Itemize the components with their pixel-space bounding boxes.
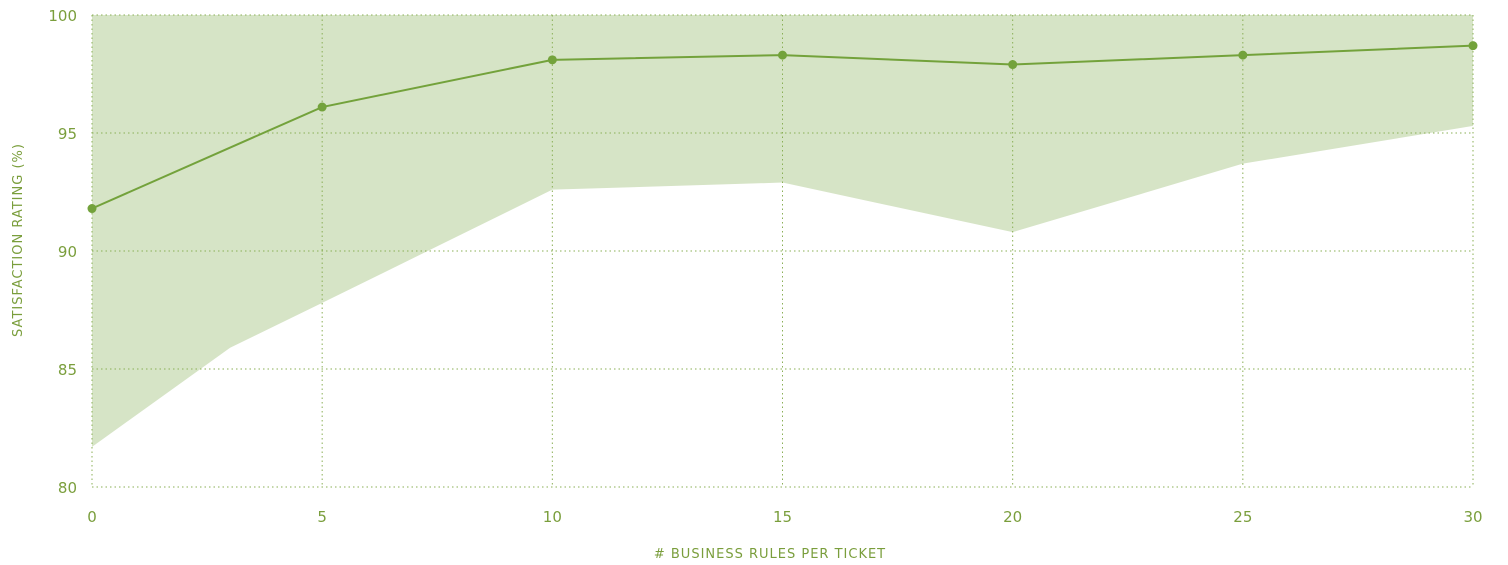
data-point <box>1238 50 1248 60</box>
confidence-band-layer <box>92 15 1473 447</box>
y-tick-label: 85 <box>58 361 77 379</box>
data-point <box>547 55 557 65</box>
data-point <box>317 102 327 112</box>
data-point <box>1468 41 1478 51</box>
x-tick-label: 30 <box>1463 508 1482 526</box>
data-point <box>1008 60 1018 70</box>
x-tick-label: 0 <box>87 508 97 526</box>
x-tick-label: 5 <box>317 508 327 526</box>
x-tick-label: 25 <box>1233 508 1252 526</box>
confidence-band <box>92 15 1473 447</box>
y-tick-label: 100 <box>48 7 77 25</box>
y-tick-label: 80 <box>58 479 77 497</box>
data-point <box>87 204 97 214</box>
x-tick-label: 20 <box>1003 508 1022 526</box>
x-tick-labels: 0 5 10 15 20 25 30 <box>87 508 1482 526</box>
y-tick-labels: 80 85 90 95 100 <box>48 7 77 497</box>
y-axis-title: SATISFACTION RATING (%) <box>11 143 26 337</box>
x-axis-title: # BUSINESS RULES PER TICKET <box>654 547 886 562</box>
x-tick-label: 15 <box>773 508 792 526</box>
x-tick-label: 10 <box>543 508 562 526</box>
data-point <box>778 50 787 60</box>
y-tick-label: 90 <box>58 243 77 261</box>
data-point-layer <box>87 41 1478 214</box>
y-tick-label: 95 <box>58 125 77 143</box>
grid-layer <box>91 14 1474 488</box>
